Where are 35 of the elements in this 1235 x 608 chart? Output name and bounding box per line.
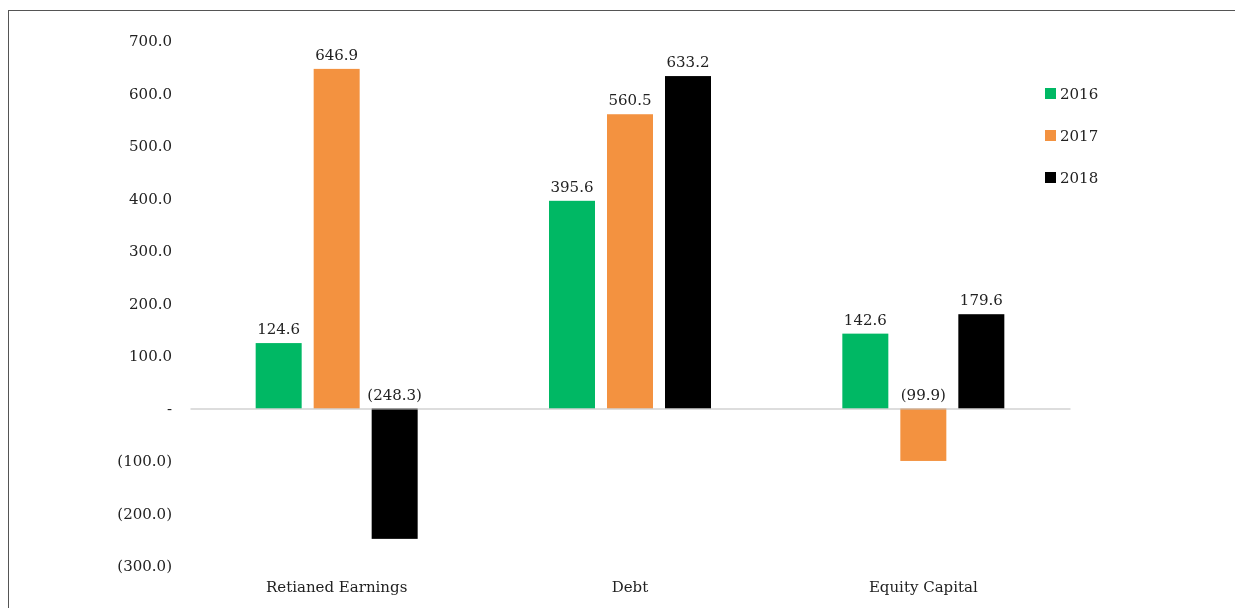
y-tick-label: (300.0) xyxy=(117,557,172,576)
bar xyxy=(900,408,947,461)
data-label: 646.9 xyxy=(315,45,359,64)
legend-label: 2016 xyxy=(1060,85,1099,103)
legend-label: 2017 xyxy=(1060,127,1099,145)
x-tick-label: Retianed Earnings xyxy=(266,578,408,596)
bar xyxy=(313,68,360,409)
y-tick-label: 600.0 xyxy=(129,84,172,103)
y-tick-label: 100.0 xyxy=(129,347,172,366)
bar xyxy=(371,408,418,539)
y-tick-label: 400.0 xyxy=(129,189,172,208)
data-label: (99.9) xyxy=(900,385,946,404)
y-tick-label: 200.0 xyxy=(129,294,172,313)
bar xyxy=(842,333,889,409)
y-tick-label: (100.0) xyxy=(117,452,172,471)
y-tick-label: 300.0 xyxy=(129,242,172,261)
x-tick-label: Equity Capital xyxy=(868,578,978,596)
data-label: 395.6 xyxy=(550,177,594,196)
data-label: 560.5 xyxy=(608,91,652,110)
bar xyxy=(549,200,595,409)
legend-label: 2018 xyxy=(1060,169,1099,187)
bar xyxy=(255,343,302,409)
data-label: 633.2 xyxy=(666,53,710,72)
data-label: 124.6 xyxy=(257,320,301,339)
bar xyxy=(665,76,711,409)
y-tick-label: 700.0 xyxy=(129,32,172,51)
bar xyxy=(607,114,653,409)
data-label: 142.6 xyxy=(843,310,887,329)
y-tick-label: 500.0 xyxy=(129,137,172,156)
x-tick-label: Debt xyxy=(611,578,649,596)
y-tick-label: - xyxy=(166,399,172,418)
data-label: 179.6 xyxy=(959,291,1003,310)
data-label: (248.3) xyxy=(367,385,422,404)
bar xyxy=(958,314,1005,409)
y-tick-label: (200.0) xyxy=(117,504,172,523)
